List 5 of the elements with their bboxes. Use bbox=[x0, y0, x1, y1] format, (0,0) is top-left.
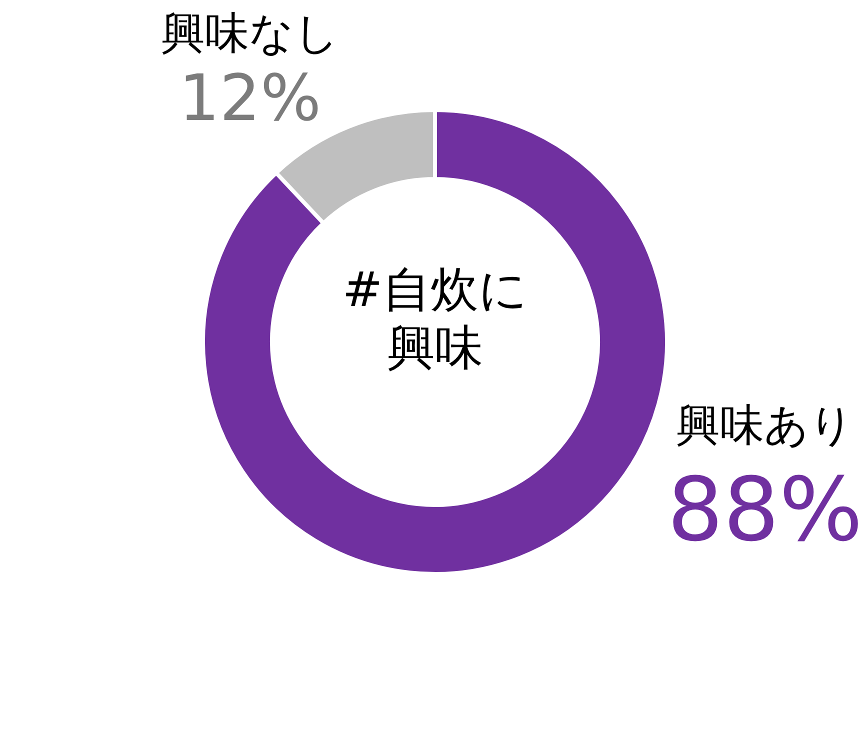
slice-label: 興味なし bbox=[161, 8, 339, 59]
slice-label: 興味あり bbox=[676, 400, 854, 451]
data-label: 88% bbox=[667, 458, 863, 561]
text: #自炊に興味 bbox=[342, 262, 528, 376]
data-label: 12% bbox=[178, 62, 322, 136]
